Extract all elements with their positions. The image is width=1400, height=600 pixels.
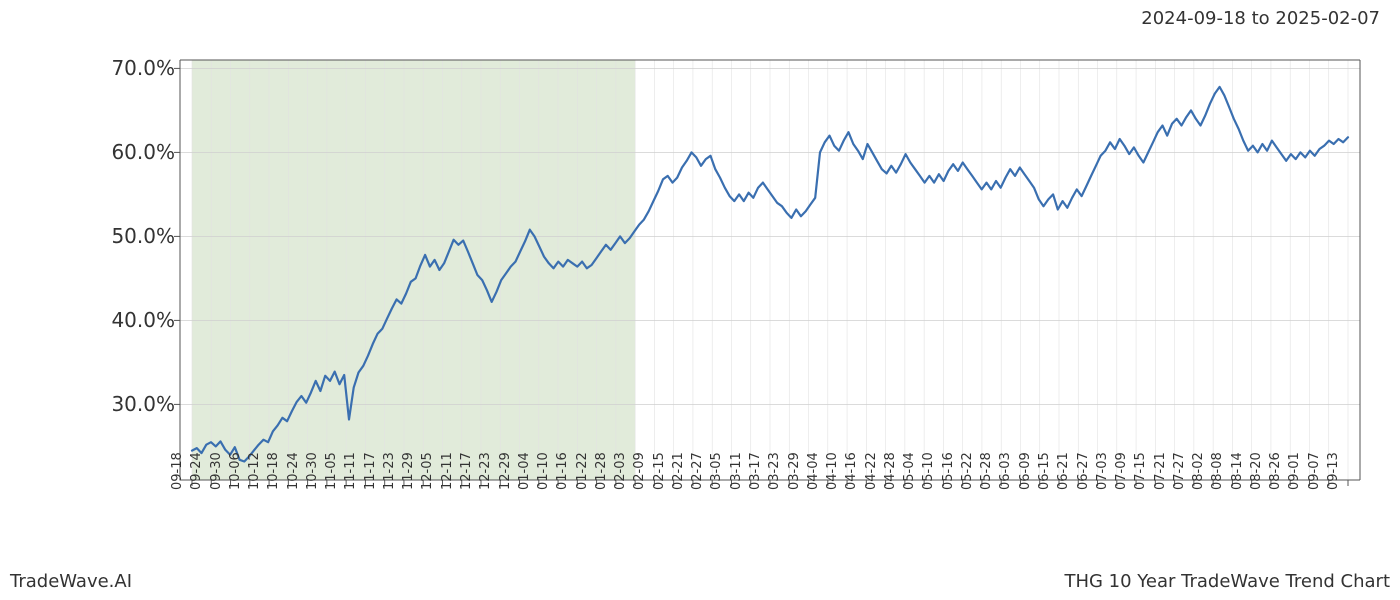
x-tick-label: 02-15 [652,452,667,490]
x-tick-label: 12-29 [498,452,513,490]
x-tick-label: 10-30 [305,452,320,490]
x-tick-label: 03-23 [767,452,782,490]
x-tick-label: 09-30 [209,452,224,490]
x-tick-label: 09-01 [1287,452,1302,490]
x-tick-label: 03-11 [729,452,744,490]
x-tick-label: 06-03 [998,452,1013,490]
x-tick-label: 03-05 [709,452,724,490]
x-tick-label: 03-17 [748,452,763,490]
x-tick-label: 08-08 [1210,452,1225,490]
plot-area [180,60,1360,480]
x-tick-label: 03-29 [787,452,802,490]
x-tick-label: 11-11 [343,452,358,490]
x-tick-label: 02-27 [690,452,705,490]
x-tick-label: 09-07 [1307,452,1322,490]
x-tick-label: 01-10 [536,452,551,490]
x-tick-label: 09-13 [1326,452,1341,490]
x-tick-label: 02-03 [613,452,628,490]
x-tick-label: 12-17 [459,452,474,490]
x-tick-label: 06-21 [1056,452,1071,490]
x-tick-label: 08-02 [1191,452,1206,490]
x-tick-label: 11-05 [324,452,339,490]
x-tick-label: 07-03 [1095,452,1110,490]
x-tick-label: 01-04 [517,452,532,490]
x-tick-label: 11-17 [363,452,378,490]
y-tick-label: 50.0% [15,224,175,248]
x-tick-label: 05-16 [941,452,956,490]
x-tick-label: 07-15 [1133,452,1148,490]
x-tick-label: 01-22 [575,452,590,490]
x-tick-label: 08-20 [1249,452,1264,490]
x-tick-label: 12-05 [420,452,435,490]
x-tick-label: 04-16 [844,452,859,490]
x-tick-label: 04-28 [883,452,898,490]
x-tick-label: 04-04 [806,452,821,490]
x-tick-label: 05-10 [921,452,936,490]
x-tick-label: 10-24 [286,452,301,490]
x-tick-label: 12-11 [440,452,455,490]
x-tick-label: 09-18 [170,452,185,490]
x-tick-label: 10-06 [228,452,243,490]
y-tick-label: 40.0% [15,308,175,332]
x-tick-label: 05-04 [902,452,917,490]
x-tick-label: 07-09 [1114,452,1129,490]
x-tick-label: 02-09 [632,452,647,490]
x-tick-label: 01-28 [594,452,609,490]
x-tick-label: 11-29 [401,452,416,490]
x-tick-label: 10-12 [247,452,262,490]
x-tick-label: 11-23 [382,452,397,490]
line-chart-svg [180,60,1360,480]
x-tick-label: 08-26 [1268,452,1283,490]
x-tick-label: 06-09 [1018,452,1033,490]
y-tick-label: 30.0% [15,392,175,416]
x-tick-label: 02-21 [671,452,686,490]
x-tick-label: 04-10 [825,452,840,490]
chart-subtitle: THG 10 Year TradeWave Trend Chart [1064,571,1390,592]
y-tick-label: 60.0% [15,140,175,164]
x-tick-label: 06-15 [1037,452,1052,490]
chart-container: 2024-09-18 to 2025-02-07 30.0% 40.0% 50.0%… [0,0,1400,600]
y-tick-label: 70.0% [15,56,175,80]
x-tick-label: 05-22 [960,452,975,490]
x-tick-label: 05-28 [979,452,994,490]
brand-label: TradeWave.AI [10,571,132,592]
date-range-label: 2024-09-18 to 2025-02-07 [1141,8,1380,29]
x-tick-label: 08-14 [1230,452,1245,490]
x-tick-label: 10-18 [266,452,281,490]
x-tick-label: 09-24 [189,452,204,490]
x-tick-label: 04-22 [864,452,879,490]
x-tick-label: 01-16 [555,452,570,490]
x-tick-label: 07-21 [1153,452,1168,490]
x-tick-label: 12-23 [478,452,493,490]
x-tick-label: 06-27 [1076,452,1091,490]
x-tick-label: 07-27 [1172,452,1187,490]
